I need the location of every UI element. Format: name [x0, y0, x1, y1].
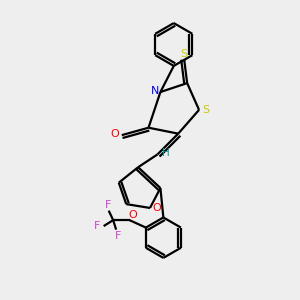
Text: S: S [180, 49, 187, 59]
Text: F: F [114, 231, 121, 241]
Text: N: N [151, 85, 159, 96]
Text: H: H [163, 148, 170, 158]
Text: O: O [152, 203, 161, 213]
Text: F: F [105, 200, 111, 210]
Text: O: O [128, 210, 137, 220]
Text: O: O [110, 129, 119, 139]
Text: F: F [94, 221, 100, 231]
Text: S: S [202, 105, 209, 115]
